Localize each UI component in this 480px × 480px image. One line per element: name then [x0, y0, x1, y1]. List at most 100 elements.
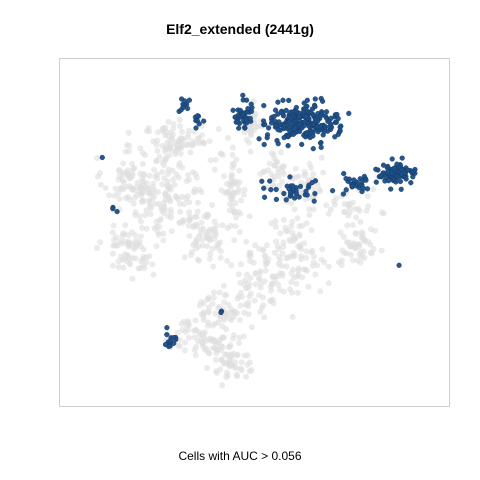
background-cell-point: [224, 372, 231, 379]
background-cell-point: [323, 202, 330, 209]
high-auc-cell-point: [318, 123, 324, 129]
background-cell-point: [210, 294, 217, 301]
background-cell-point: [143, 180, 150, 187]
background-cell-point: [130, 165, 137, 172]
high-auc-cell-point: [388, 186, 394, 192]
background-cell-point: [269, 274, 276, 280]
background-cell-point: [279, 270, 286, 277]
background-cell-point: [344, 222, 351, 229]
background-cell-point: [241, 129, 248, 136]
background-cell-point: [109, 262, 116, 269]
high-auc-cell-point: [178, 107, 184, 113]
background-cell-point: [132, 255, 139, 262]
background-cell-point: [289, 218, 296, 225]
high-auc-cell-point: [297, 183, 304, 190]
background-cell-point: [123, 240, 130, 247]
background-cell-point: [237, 302, 244, 309]
background-cell-point: [175, 174, 182, 181]
background-cell-point: [340, 234, 347, 240]
high-auc-cell-point: [185, 105, 191, 112]
background-cells: [93, 98, 387, 389]
background-cell-point: [137, 233, 144, 240]
background-cell-point: [231, 237, 238, 244]
high-auc-cell-point: [162, 342, 169, 348]
background-cell-point: [160, 237, 167, 244]
background-cell-point: [244, 352, 251, 359]
background-cell-point: [186, 321, 193, 328]
background-cell-point: [230, 335, 236, 342]
background-cell-point: [117, 185, 124, 192]
high-auc-cell-point: [312, 117, 318, 123]
background-cell-point: [187, 149, 194, 156]
background-cell-point: [116, 196, 123, 202]
high-auc-cell-point: [267, 178, 273, 184]
background-cell-point: [280, 288, 287, 295]
background-cell-point: [154, 147, 161, 154]
background-cell-point: [176, 116, 183, 123]
high-auc-cell-point: [312, 104, 318, 110]
background-cell-point: [236, 229, 243, 236]
background-cell-point: [168, 210, 175, 216]
high-auc-cell-point: [399, 167, 405, 173]
background-cell-point: [286, 236, 293, 243]
background-cell-point: [339, 247, 346, 254]
background-cell-point: [293, 280, 300, 287]
background-cell-point: [291, 236, 298, 243]
high-auc-cell-point: [312, 96, 318, 102]
high-auc-cell-point: [351, 177, 357, 183]
background-cell-point: [153, 157, 160, 164]
background-cell-point: [175, 162, 182, 169]
background-cell-point: [303, 248, 310, 255]
background-cell-point: [235, 186, 242, 193]
high-auc-cell-point: [304, 97, 310, 103]
background-cell-point: [241, 333, 247, 340]
background-cell-point: [226, 190, 233, 197]
high-auc-cell-point: [268, 187, 274, 193]
background-cell-point: [139, 224, 145, 231]
high-auc-cell-point: [184, 101, 190, 107]
high-auc-cell-point: [299, 141, 305, 148]
background-cell-point: [205, 304, 212, 311]
background-cell-point: [233, 156, 240, 163]
background-cell-point: [310, 186, 317, 193]
background-cell-point: [195, 199, 201, 206]
background-cell-point: [94, 155, 100, 161]
background-cell-point: [154, 137, 161, 144]
background-cell-point: [145, 185, 152, 191]
background-cell-point: [213, 350, 220, 357]
high-auc-cell-point: [264, 135, 270, 141]
background-cell-point: [129, 275, 136, 282]
high-auc-cell-point: [391, 165, 397, 171]
background-cell-point: [170, 125, 177, 132]
background-cell-point: [294, 289, 301, 296]
high-auc-cell-point: [286, 119, 292, 125]
background-cell-point: [192, 352, 199, 359]
background-cell-point: [236, 334, 243, 341]
background-cell-point: [122, 222, 129, 229]
high-auc-cell-point: [292, 125, 298, 131]
background-cell-point: [235, 293, 242, 300]
background-cell-point: [180, 217, 187, 224]
background-cell-point: [160, 205, 167, 212]
background-cell-point: [229, 151, 236, 158]
background-cell-point: [271, 173, 278, 180]
background-cell-point: [308, 227, 315, 234]
background-cell-point: [176, 123, 183, 130]
background-cell-point: [198, 189, 205, 195]
background-cell-point: [168, 214, 174, 221]
background-cell-point: [189, 248, 195, 255]
high-auc-cell-point: [266, 125, 272, 131]
high-auc-cell-point: [312, 191, 318, 197]
background-cell-point: [355, 205, 362, 212]
background-cell-point: [150, 271, 157, 278]
chart-title: Elf2_extended (2441g): [166, 21, 314, 37]
background-cell-point: [120, 179, 127, 186]
background-cell-point: [93, 245, 100, 251]
background-cell-point: [205, 308, 212, 315]
high-auc-cell-point: [302, 105, 308, 111]
background-cell-point: [240, 191, 247, 198]
high-auc-cell-point: [296, 121, 303, 127]
background-cell-point: [228, 262, 235, 269]
background-cell-point: [130, 200, 137, 207]
background-cell-point: [177, 208, 184, 215]
